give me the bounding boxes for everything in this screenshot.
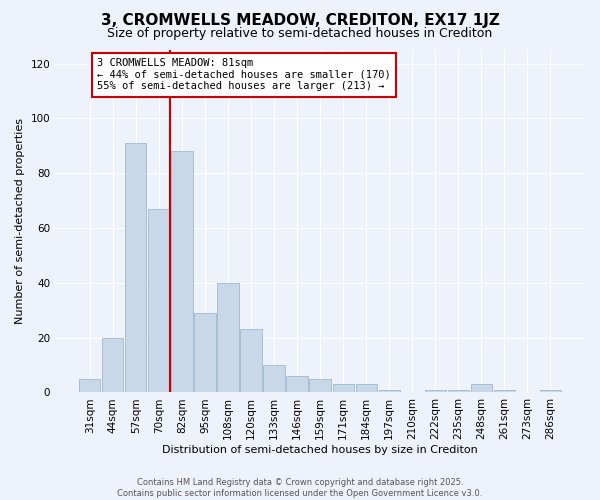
Bar: [425, 390, 446, 392]
Bar: [194, 313, 215, 392]
X-axis label: Distribution of semi-detached houses by size in Crediton: Distribution of semi-detached houses by …: [162, 445, 478, 455]
Bar: [217, 283, 239, 393]
Bar: [448, 390, 469, 392]
Y-axis label: Number of semi-detached properties: Number of semi-detached properties: [15, 118, 25, 324]
Bar: [241, 330, 262, 392]
Bar: [79, 379, 100, 392]
Bar: [148, 209, 170, 392]
Bar: [310, 379, 331, 392]
Text: Size of property relative to semi-detached houses in Crediton: Size of property relative to semi-detach…: [107, 28, 493, 40]
Bar: [540, 390, 561, 392]
Bar: [286, 376, 308, 392]
Bar: [125, 143, 146, 392]
Bar: [102, 338, 124, 392]
Bar: [263, 365, 284, 392]
Bar: [470, 384, 492, 392]
Bar: [494, 390, 515, 392]
Text: 3, CROMWELLS MEADOW, CREDITON, EX17 1JZ: 3, CROMWELLS MEADOW, CREDITON, EX17 1JZ: [101, 12, 499, 28]
Bar: [379, 390, 400, 392]
Bar: [172, 152, 193, 392]
Bar: [356, 384, 377, 392]
Text: 3 CROMWELLS MEADOW: 81sqm
← 44% of semi-detached houses are smaller (170)
55% of: 3 CROMWELLS MEADOW: 81sqm ← 44% of semi-…: [97, 58, 391, 92]
Text: Contains HM Land Registry data © Crown copyright and database right 2025.
Contai: Contains HM Land Registry data © Crown c…: [118, 478, 482, 498]
Bar: [332, 384, 353, 392]
